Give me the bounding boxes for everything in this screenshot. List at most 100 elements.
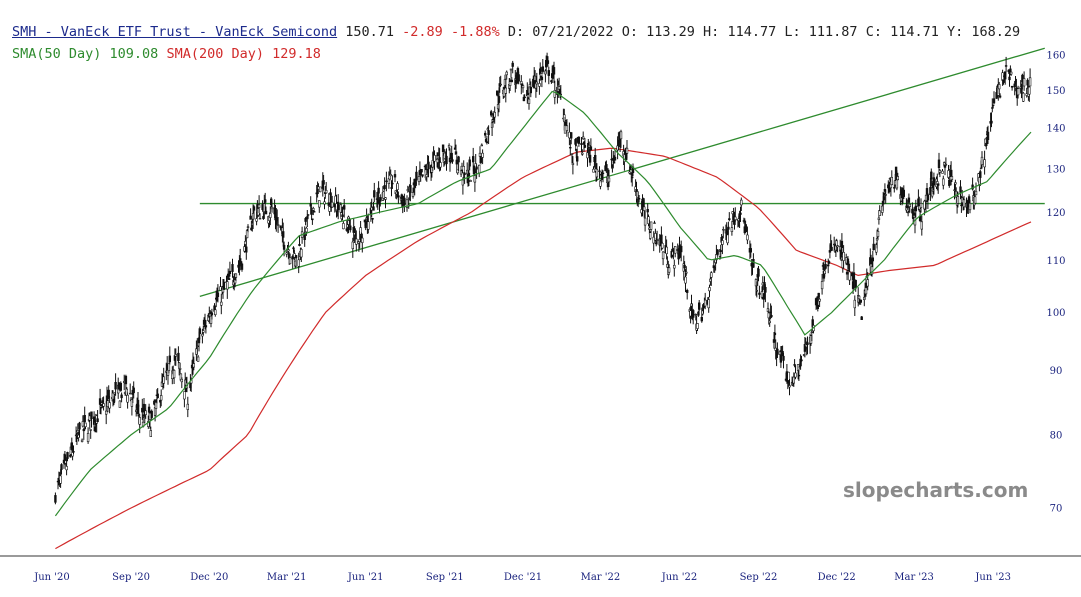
price-candle-body [367,221,370,230]
price-candle-body [930,171,933,180]
price-candle-body [183,391,186,400]
price-candle-body [547,70,551,76]
price-candle-body [120,394,123,399]
price-candle-body [710,272,713,278]
price-candle-body [857,295,861,300]
price-candle-body [450,152,453,159]
price-candle-body [227,278,231,280]
price-candle-body [642,206,646,211]
price-candle-body [1028,86,1031,95]
price-candle-body [108,402,111,409]
price-candle-body [119,382,123,391]
price-candle-body [535,81,539,85]
price-candle-body [475,166,478,170]
price-candle-body [581,152,584,155]
price-candle-body [270,206,274,210]
price-candle-body [806,342,809,345]
price-candle-body [770,314,773,318]
symbol-link[interactable]: SMH - VanEck ETF Trust - VanEck Semicond [12,24,338,40]
price-candle-body [323,201,326,205]
price-candle-body [291,255,294,260]
price-candle-body [648,232,652,239]
price-candle-body [941,170,944,174]
price-candle-body [276,224,280,226]
price-candle-body [541,66,545,72]
price-candle-body [923,200,926,210]
price-candle-body [439,162,442,168]
price-candle-body [815,297,819,304]
price-candle-body [216,292,220,297]
x-tick-label: Jun '22 [661,572,698,583]
price-candle-body [734,216,737,221]
price-candle-body [914,205,918,212]
price-change-percent: -1.88% [450,24,500,40]
price-candle-body [864,287,868,295]
price-candle-body [797,374,801,377]
chart-header-indicators: SMA(50 Day) 109.08 SMA(200 Day) 129.18 [12,46,321,62]
price-candle-body [451,159,454,162]
price-candle-body [587,145,591,148]
price-candle-body [310,209,313,215]
price-candle-body [495,90,499,96]
price-candle-body [523,96,526,99]
price-candle-body [147,406,151,413]
price-candle-body [649,221,653,230]
price-candle-body [351,241,354,249]
x-tick-label: Sep '21 [426,572,464,583]
price-candle-body [728,218,731,221]
price-candle-body [461,179,465,186]
price-candle-body [327,202,330,206]
price-candle-body [907,197,911,203]
price-candle-body [222,281,226,290]
x-tick-label: Jun '21 [347,572,384,583]
price-candle-body [828,250,832,253]
price-candle-body [59,475,62,484]
price-candle-body [469,180,472,182]
price-candle-body [726,234,729,244]
price-candle-body [943,165,947,168]
price-candle-body [992,98,996,104]
price-candle-body [508,81,512,86]
price-candle-body [409,185,412,193]
price-candle-body [552,67,556,75]
price-candle-body [667,267,671,273]
price-candle-body [396,183,399,190]
price-candle-body [577,136,581,144]
price-candle-body [595,168,599,178]
x-tick-label: Mar '22 [581,572,621,583]
price-candle-body [72,451,75,453]
price-candle-body [968,203,972,211]
price-candle-body [553,90,557,98]
price-candle-body [646,209,649,213]
x-tick-label: Mar '21 [267,572,307,583]
price-candle-body [661,251,665,260]
price-candle-body [393,174,397,178]
price-candle-body [70,442,74,450]
x-tick-label: Dec '20 [190,572,228,583]
x-tick-label: Jun '20 [33,572,70,583]
price-candle-body [937,159,941,168]
price-candle-body [342,223,345,230]
price-candle-body [932,177,936,186]
price-candle-body [1010,85,1014,88]
high-value: 114.77 [727,24,777,40]
price-candle-body [721,240,724,245]
price-candle-body [102,403,105,407]
price-candle-body [947,170,950,178]
price-candle-body [479,157,483,163]
price-candle-body [372,206,375,211]
price-candle-body [78,422,81,430]
price-candle-body [768,320,771,324]
price-candle-body [60,464,63,470]
price-candle-body [926,194,930,201]
sma50-value: 109.08 [109,46,159,62]
price-candle-body [303,232,306,240]
price-candle-body [214,309,217,315]
price-candle-body [114,381,117,390]
price-candle-body [379,197,382,202]
price-candle-body [497,96,501,103]
y-value: 168.29 [971,24,1021,40]
price-candle-body [90,411,93,419]
price-candle-body [794,372,797,378]
